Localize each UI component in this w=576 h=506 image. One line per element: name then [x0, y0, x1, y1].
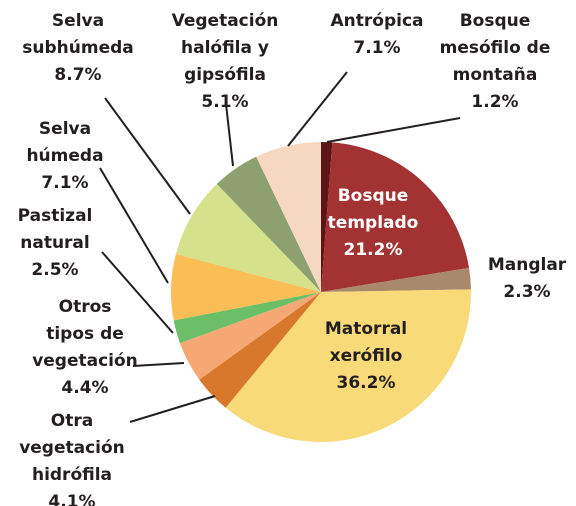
value-label: 7.1%: [353, 38, 401, 58]
pie-slice: [256, 142, 321, 292]
pie-slice: [225, 289, 472, 443]
pie-slice: [175, 184, 321, 292]
leader-line: [326, 117, 461, 143]
value-label: 2.5%: [31, 260, 79, 280]
pie-slice: [179, 292, 321, 380]
pie-slice: [321, 142, 333, 292]
category-label: Bosque templado: [327, 186, 419, 233]
value-label: 7.1%: [41, 173, 89, 193]
value-label: 4.1%: [48, 492, 96, 506]
category-label: Otros tipos de vegetación: [32, 297, 138, 371]
pie-slice: [321, 267, 471, 292]
leader-line: [132, 362, 185, 367]
pie-slice: [321, 142, 470, 292]
slice-label: Antrópica 7.1%: [331, 8, 424, 62]
leader-line: [225, 103, 234, 167]
slice-label: Matorral xerófilo 36.2%: [325, 316, 407, 397]
slice-label: Otros tipos de vegetación 4.4%: [32, 294, 138, 402]
pie-slice: [173, 292, 321, 344]
value-label: 36.2%: [336, 373, 396, 393]
category-label: Matorral xerófilo: [324, 319, 408, 366]
leader-line: [99, 167, 169, 284]
slice-label: Selva húmeda 7.1%: [26, 116, 103, 197]
category-label: Vegetación halófila y gipsófila: [171, 11, 279, 85]
value-label: 21.2%: [343, 240, 403, 260]
value-label: 5.1%: [201, 92, 249, 112]
slice-label: Vegetación halófila y gipsófila 5.1%: [172, 8, 279, 116]
slice-label: Pastizal natural 2.5%: [18, 203, 93, 284]
slice-label: Selva subhúmeda 8.7%: [22, 8, 133, 89]
leader-line: [287, 71, 348, 147]
value-label: 2.3%: [503, 282, 551, 302]
pie-slice: [170, 253, 321, 321]
value-label: 1.2%: [471, 92, 519, 112]
category-label: Bosque mesófilo de montaña: [439, 11, 551, 85]
pie-slice: [216, 156, 321, 292]
category-label: Otra vegetación hidrófila: [19, 411, 125, 485]
category-label: Selva subhúmeda: [22, 11, 134, 58]
category-label: Antrópica: [330, 11, 424, 31]
value-label: 8.7%: [54, 65, 102, 85]
slice-label: Bosque templado 21.2%: [328, 183, 419, 264]
category-label: Manglar: [487, 255, 567, 275]
category-label: Pastizal natural: [17, 206, 93, 253]
category-label: Selva húmeda: [26, 119, 104, 166]
slice-label: Bosque mesófilo de montaña 1.2%: [440, 8, 551, 116]
leader-line: [104, 97, 191, 215]
leader-line: [129, 395, 216, 423]
value-label: 4.4%: [61, 378, 109, 398]
slice-label: Manglar 2.3%: [488, 252, 566, 306]
pie-slice: [199, 292, 321, 408]
leader-line: [101, 251, 174, 334]
slice-label: Otra vegetación hidrófila 4.1%: [19, 408, 125, 506]
